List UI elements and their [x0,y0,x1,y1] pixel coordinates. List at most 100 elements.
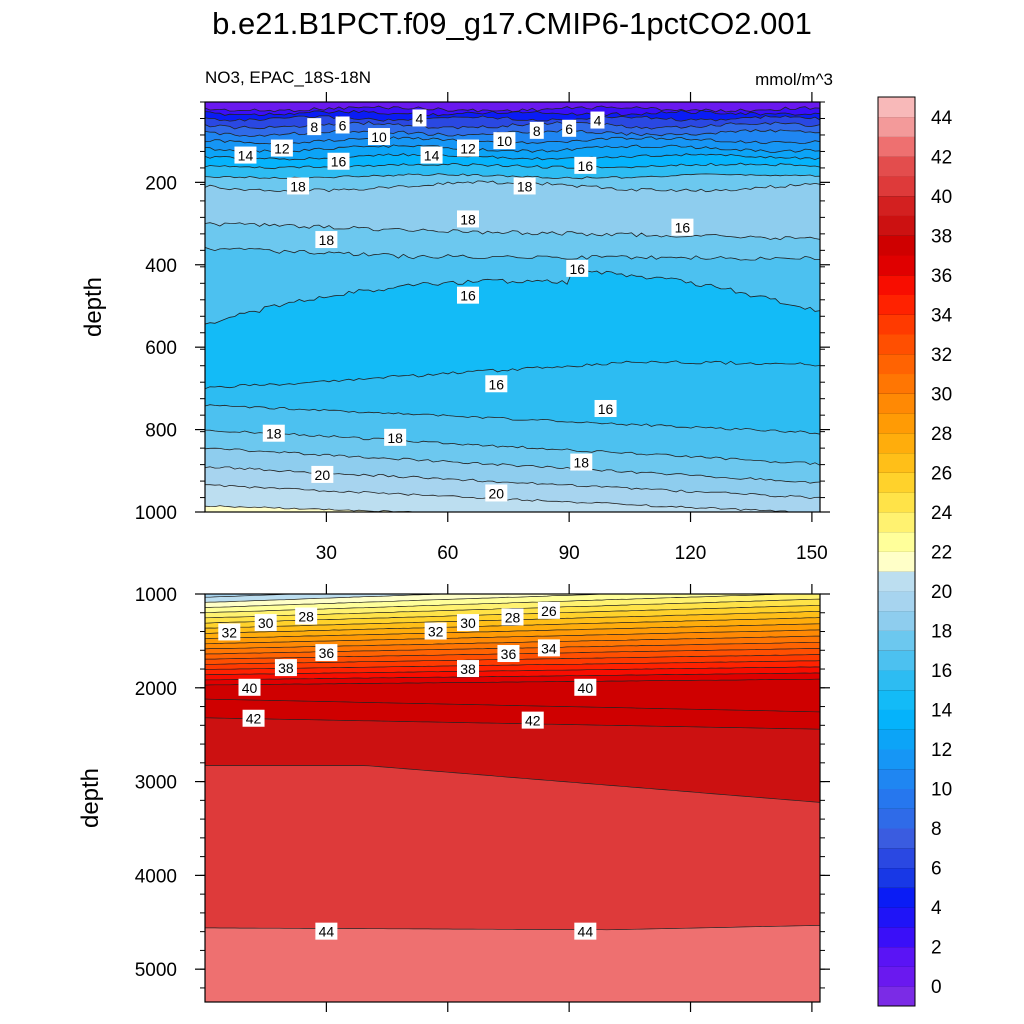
upper-contour-label-box [594,399,617,417]
colorbar: 0246810121416182022242628303234363840424… [877,96,953,1007]
upper-contour-label: 4 [412,109,427,127]
upper-contour-label-text: 10 [371,129,387,145]
upper-contour-label: 18 [287,177,310,195]
upper-contour-label: 6 [335,116,350,133]
upper-contour-label: 8 [307,118,322,136]
upper-xtick-label: 150 [796,543,828,564]
upper-contour-label-box [590,111,605,129]
colorbar-swatch [878,986,915,1007]
upper-contour-label-box [574,156,597,174]
colorbar-swatch [878,334,915,355]
lower-contour-label-box [456,614,479,632]
colorbar-label: 28 [931,424,952,445]
lower-contour-line [205,666,820,676]
upper-contour-label: 20 [485,484,508,502]
lower-ylabel: depth [77,768,104,828]
upper-contour-label-box [562,119,577,137]
colorbar-swatch [878,828,915,849]
upper-contour-label-box [412,109,427,127]
lower-contour-label-text: 38 [460,661,476,677]
colorbar-label: 40 [931,187,952,208]
colorbar-label: 38 [931,226,952,247]
upper-contour-label: 18 [262,424,285,442]
lower-contour-line [205,717,820,730]
colorbar-swatch [878,492,915,513]
colorbar-swatch [878,946,915,967]
upper-contour-label-box [566,259,589,277]
upper-contour-label: 8 [529,121,544,139]
lower-contour-label: 28 [295,607,318,625]
upper-contour-line [205,222,820,241]
colorbar-swatch [878,176,915,197]
colorbar-label: 4 [931,898,942,919]
upper-contour-label: 16 [574,156,597,174]
upper-contour-label-text: 18 [573,455,589,471]
lower-contour-label-box [242,709,265,727]
lower-panel-frame [204,593,821,1003]
lower-contour-line [205,672,820,681]
colorbar-swatch [878,531,915,552]
upper-contour-label: 10 [367,128,390,146]
upper-contour-label-box [315,231,338,249]
upper-xtick-label: 120 [675,543,707,564]
upper-contour-label-box [493,132,516,150]
upper-contour-label: 18 [570,453,593,471]
lower-contour-label-box [315,644,338,662]
upper-panel-field [205,102,820,512]
upper-contour-line [205,247,820,261]
colorbar-swatch [878,788,915,809]
colorbar-label: 16 [931,661,952,682]
colorbar-label: 14 [931,701,953,722]
upper-contour-label-text: 4 [594,113,602,129]
colorbar-swatch [878,847,915,869]
upper-contour-label-text: 12 [460,141,476,157]
colorbar-label: 6 [931,859,942,880]
lower-contour-label-box [501,608,524,626]
colorbar-swatch [878,472,915,493]
lower-contour-label: 40 [238,678,261,696]
upper-contour-label-text: 18 [319,232,335,248]
colorbar-swatch [878,97,915,118]
lower-contour-label-box [254,614,277,632]
colorbar-label: 10 [931,780,952,801]
upper-contour-label-box [456,139,479,157]
upper-contour-label-text: 16 [569,261,585,277]
upper-xtick-label: 30 [316,543,337,564]
lower-contour-label-text: 28 [505,609,521,625]
lower-contour-label: 26 [537,601,560,619]
colorbar-swatch [878,630,915,651]
upper-contour-line [205,153,820,161]
lower-contour-label: 36 [497,645,520,663]
upper-contour-label-box [485,484,508,502]
lower-contour-label: 44 [574,922,597,940]
colorbar-swatch [878,116,915,137]
lower-contour-label-box [315,922,338,940]
colorbar-swatch [878,966,915,987]
upper-contour-label-text: 16 [331,154,347,170]
upper-contour-label: 16 [671,218,694,236]
colorbar-label: 20 [931,582,952,603]
lower-contour-label: 28 [501,608,524,626]
upper-contour-label-text: 20 [489,485,505,501]
upper-contour-label-box [420,146,443,164]
colorbar-swatch [878,215,915,236]
lower-contour-label-text: 40 [578,680,594,696]
lower-contour-label: 30 [456,614,479,632]
upper-contour-label-text: 6 [339,117,347,133]
upper-contour-label-box [513,177,536,195]
upper-contour-label: 18 [456,210,479,228]
upper-contour-label: 12 [456,139,479,157]
upper-contour-label-text: 18 [460,211,476,227]
colorbar-swatch [878,591,915,612]
upper-contour-label-box [270,139,293,157]
upper-contour-label-box [570,453,593,471]
lower-contour-label: 38 [456,660,479,678]
variable-label: NO3, EPAC_18S-18N [205,68,371,87]
upper-ytick-label: 400 [145,256,177,277]
upper-ylabel: depth [80,277,107,337]
lower-contour-label-text: 36 [319,645,335,661]
colorbar-swatch [878,413,915,434]
lower-contour-label-box [537,601,560,619]
lower-contour-line [205,635,820,650]
